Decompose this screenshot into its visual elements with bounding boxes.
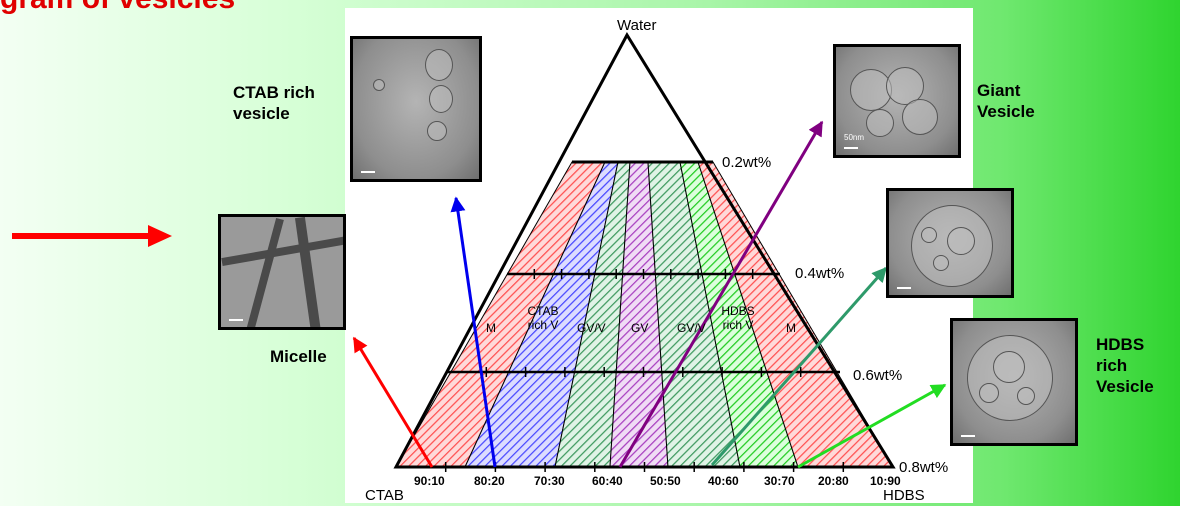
region-label-m-right: M — [786, 321, 796, 335]
arrow-to-hdbs-vesicle — [797, 383, 947, 469]
ratio-label-60-40: 60:40 — [592, 474, 623, 488]
wt-label-0.2: 0.2wt% — [722, 154, 772, 171]
ratio-label-10-90: 10:90 — [870, 474, 901, 488]
region-label-gv-v-left: GV/V — [577, 321, 606, 335]
wt-label-0.8: 0.8wt% — [899, 459, 949, 476]
base-label-hdbs: HDBS — [883, 487, 925, 504]
ratio-label-30-70: 30:70 — [764, 474, 795, 488]
wt-label-0.6: 0.6wt% — [853, 367, 903, 384]
ratio-label-50-50: 50:50 — [650, 474, 681, 488]
giant-vesicle-micrograph: 50nm — [833, 44, 961, 158]
label-hdbs-rich-vesicle: HDBS rich Vesicle — [1096, 335, 1154, 396]
region-label-hdbs-rich-v: HDBS rich V — [721, 304, 755, 332]
region-label-gv-v-right: GV/V — [677, 321, 706, 335]
ratio-label-90-10: 90:10 — [414, 474, 445, 488]
region-label-ctab-rich-v: CTAB rich V — [527, 304, 559, 332]
label-ctab-rich-vesicle: CTAB rich vesicle — [233, 83, 315, 123]
ctab-vesicle-micrograph — [350, 36, 482, 182]
arrow-to-ctab-vesicle — [450, 196, 497, 468]
left-pointer-arrowhead — [148, 225, 172, 247]
scale-label-50nm: 50nm — [844, 133, 865, 142]
ratio-label-70-30: 70:30 — [534, 474, 565, 488]
tick-marks — [444, 269, 845, 472]
wt-label-0.4: 0.4wt% — [795, 265, 845, 282]
region-label-m-left: M — [486, 321, 496, 335]
arrow-to-micelle — [352, 336, 434, 468]
gv-v-micrograph — [886, 188, 1014, 298]
apex-label-water: Water — [617, 17, 657, 34]
ratio-label-40-60: 40:60 — [708, 474, 739, 488]
label-micelle: Micelle — [270, 347, 327, 366]
ratio-label-80-20: 80:20 — [474, 474, 505, 488]
slide-title: gram of vesicles — [0, 0, 235, 16]
base-label-ctab: CTAB — [365, 487, 404, 504]
region-label-gv: GV — [631, 321, 649, 335]
arrow-to-teal-image — [710, 266, 888, 466]
hdbs-vesicle-micrograph — [950, 318, 1078, 446]
micelle-micrograph — [218, 214, 346, 330]
label-giant-vesicle: Giant Vesicle — [977, 81, 1035, 121]
arrow-to-giant-vesicle — [618, 120, 824, 468]
ratio-label-20-80: 20:80 — [818, 474, 849, 488]
